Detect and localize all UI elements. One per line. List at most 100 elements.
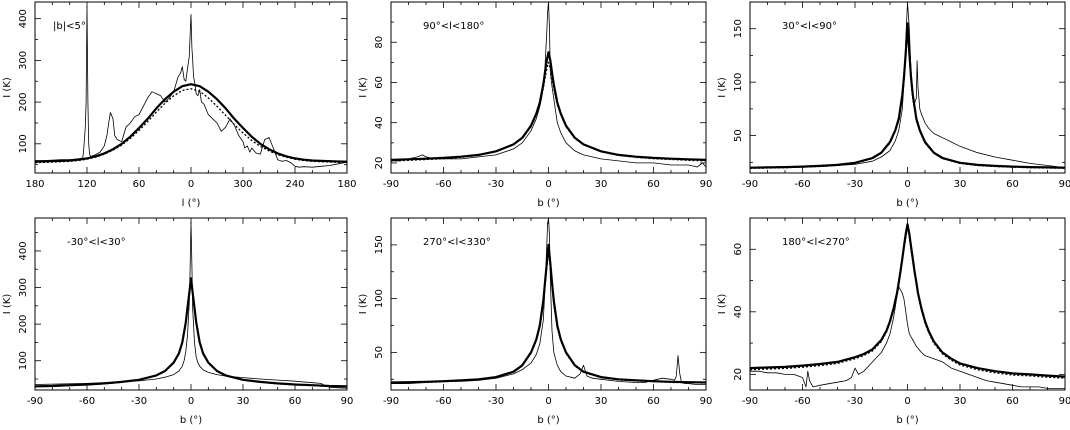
series-line-dotted bbox=[35, 279, 347, 388]
x-tick-label: 0 bbox=[545, 396, 551, 407]
panel-5: -90 -60 -30 0 30 60 90 50 100 150 b (°) I (K) 270°<l… bbox=[358, 217, 713, 426]
y-tick-label: 50 bbox=[374, 346, 385, 359]
x-tick-label: 30 bbox=[595, 179, 608, 190]
y-tick-label: 200 bbox=[18, 93, 29, 112]
y-tick-label: 100 bbox=[18, 351, 29, 370]
x-tick-label: -60 bbox=[435, 179, 451, 190]
x-tick-label: -60 bbox=[435, 396, 451, 407]
series-line-dotted bbox=[750, 226, 1065, 379]
panel-label: -30°<l<30° bbox=[67, 237, 126, 248]
panel-4: -90 -60 -30 0 30 60 90 100 200 300 400 b (°) I (K) -3… bbox=[2, 217, 354, 426]
panel-6: -90 -60 -30 0 30 60 90 20 40 60 b (°) I (K) 180°<l<2… bbox=[717, 217, 1070, 426]
x-axis-label: b (°) bbox=[537, 415, 559, 426]
x-axis-label: l (°) bbox=[182, 198, 201, 209]
x-tick-label: 90 bbox=[700, 179, 713, 190]
series-line-dotted bbox=[391, 249, 706, 384]
x-tick-label: 0 bbox=[188, 179, 194, 190]
y-tick-label: 80 bbox=[374, 36, 385, 49]
x-tick-label: 60 bbox=[133, 179, 146, 190]
series-line-thick bbox=[35, 83, 347, 163]
y-tick-label: 60 bbox=[374, 76, 385, 89]
y-tick-label: 100 bbox=[18, 134, 29, 153]
y-axis-label: I (K) bbox=[358, 294, 369, 315]
panel-label: 270°<l<330° bbox=[423, 237, 491, 248]
series-line-thin bbox=[391, 218, 706, 385]
x-tick-label: 60 bbox=[1006, 396, 1019, 407]
panel-label: 180°<l<270° bbox=[782, 237, 850, 248]
series-line-dotted bbox=[750, 28, 1065, 169]
x-tick-label: -60 bbox=[79, 396, 95, 407]
x-tick-label: 0 bbox=[904, 396, 910, 407]
y-axis-label: I (K) bbox=[358, 77, 369, 98]
x-tick-label: 120 bbox=[77, 179, 96, 190]
y-axis-label: I (K) bbox=[2, 77, 13, 98]
x-tick-label: 300 bbox=[233, 179, 252, 190]
x-tick-label: -90 bbox=[742, 396, 758, 407]
x-tick-label: 90 bbox=[1059, 179, 1070, 190]
x-tick-label: 180 bbox=[25, 179, 44, 190]
x-tick-label: -90 bbox=[742, 179, 758, 190]
panel-label: |b|<5° bbox=[53, 21, 86, 32]
x-tick-label: -90 bbox=[27, 396, 43, 407]
y-tick-label: 40 bbox=[733, 305, 744, 318]
y-tick-label: 100 bbox=[733, 73, 744, 92]
series-line-thin bbox=[750, 286, 1065, 389]
x-tick-label: 30 bbox=[954, 396, 967, 407]
x-tick-label: 60 bbox=[289, 396, 302, 407]
y-tick-label: 60 bbox=[733, 243, 744, 256]
x-tick-label: 0 bbox=[545, 179, 551, 190]
x-tick-label: -30 bbox=[131, 396, 147, 407]
panel-label: 30°<l<90° bbox=[782, 21, 837, 32]
x-axis-label: b (°) bbox=[896, 198, 918, 209]
x-tick-label: -60 bbox=[794, 396, 810, 407]
panel-label: 90°<l<180° bbox=[423, 21, 484, 32]
x-tick-label: -30 bbox=[847, 179, 863, 190]
y-tick-label: 400 bbox=[18, 241, 29, 260]
x-tick-label: 30 bbox=[595, 396, 608, 407]
x-tick-label: -60 bbox=[794, 179, 810, 190]
x-tick-label: 0 bbox=[904, 179, 910, 190]
x-tick-label: 60 bbox=[647, 396, 660, 407]
series-line-thick bbox=[35, 277, 347, 388]
y-axis-label: I (K) bbox=[2, 294, 13, 315]
x-tick-label: 60 bbox=[1006, 179, 1019, 190]
x-tick-label: 240 bbox=[285, 179, 304, 190]
x-tick-label: 180 bbox=[337, 179, 356, 190]
x-tick-label: 30 bbox=[237, 396, 250, 407]
y-axis-label: I (K) bbox=[717, 77, 728, 98]
y-tick-label: 300 bbox=[18, 278, 29, 297]
x-tick-label: 90 bbox=[341, 396, 354, 407]
panel-2: -90 -60 -30 0 30 60 90 20 40 60 80 b (°) I (K) 90°<l<… bbox=[358, 1, 713, 209]
y-tick-label: 20 bbox=[374, 157, 385, 170]
series-line-thick bbox=[750, 223, 1065, 378]
x-axis-label: b (°) bbox=[180, 415, 202, 426]
y-tick-label: 20 bbox=[733, 368, 744, 381]
x-tick-label: 30 bbox=[954, 179, 967, 190]
series-line-thick bbox=[750, 22, 1065, 169]
x-axis-label: b (°) bbox=[896, 415, 918, 426]
y-tick-label: 100 bbox=[374, 289, 385, 308]
x-tick-label: -30 bbox=[488, 396, 504, 407]
y-tick-label: 40 bbox=[374, 116, 385, 129]
y-tick-label: 150 bbox=[733, 19, 744, 38]
x-tick-label: 60 bbox=[647, 179, 660, 190]
series-line-thick bbox=[391, 51, 706, 161]
x-tick-label: 0 bbox=[188, 396, 194, 407]
x-tick-label: -30 bbox=[847, 396, 863, 407]
panel-1: 180 120 60 0 300 240 180 100 200 300 400 l (°) I (K)… bbox=[2, 1, 357, 209]
series-line-thick bbox=[391, 243, 706, 384]
x-tick-label: 90 bbox=[700, 396, 713, 407]
series-line-dotted bbox=[35, 88, 347, 164]
y-axis-label: I (K) bbox=[717, 294, 728, 315]
y-tick-label: 50 bbox=[733, 129, 744, 142]
series-line-dotted bbox=[391, 61, 706, 162]
y-tick-label: 150 bbox=[374, 235, 385, 254]
x-tick-label: -90 bbox=[383, 179, 399, 190]
x-axis-label: b (°) bbox=[537, 198, 559, 209]
y-tick-label: 300 bbox=[18, 51, 29, 70]
x-tick-label: -30 bbox=[488, 179, 504, 190]
x-tick-label: 90 bbox=[1059, 396, 1070, 407]
y-tick-label: 200 bbox=[18, 315, 29, 334]
x-tick-label: -90 bbox=[383, 396, 399, 407]
